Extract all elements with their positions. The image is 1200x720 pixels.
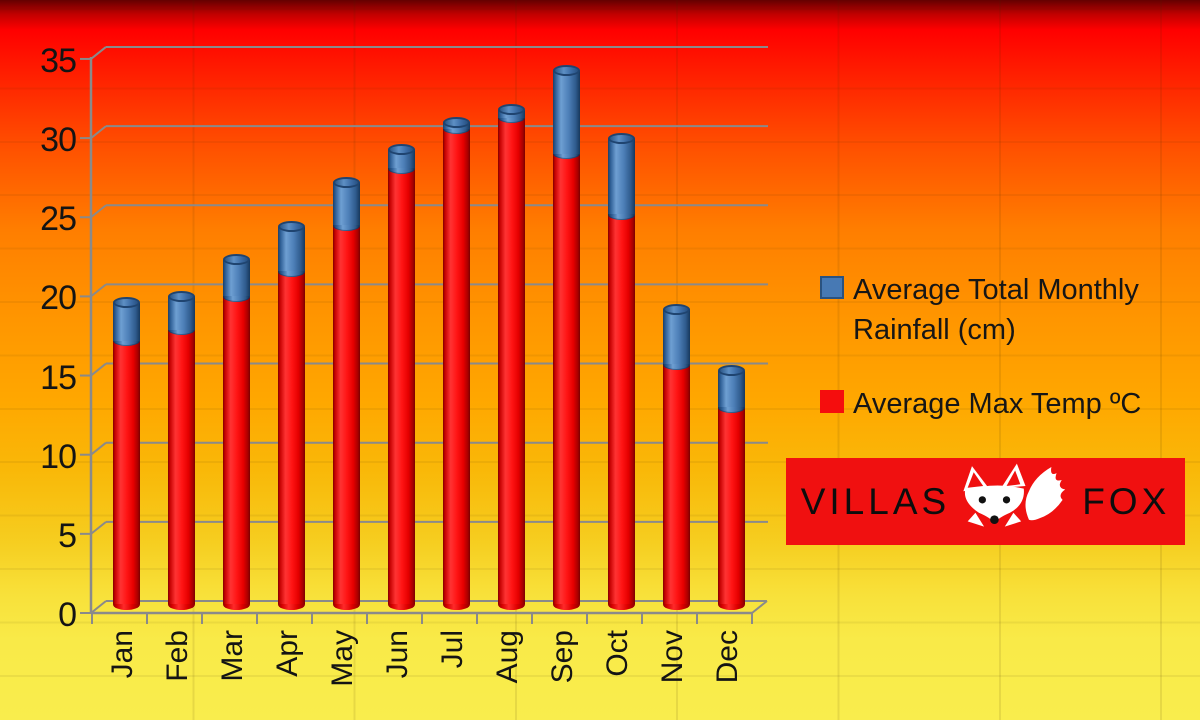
bar-dec-rain-segment [718,370,745,408]
logo-fox-text: FOX [1082,480,1171,522]
bar-oct-temp-segment [608,214,635,604]
x-tick-label-oct: Oct [600,630,634,677]
bar-mar-rain-segment [223,259,250,297]
x-tick-label-dec: Dec [710,630,744,684]
bar-may-base-cap [333,598,360,610]
bar-may-rain-segment [333,182,360,226]
bar-jan-base-cap [113,598,140,610]
temp-swatch-icon [820,390,844,413]
x-tick-label-jul: Jul [435,630,469,669]
bar-mar-rain-top-cap [223,254,250,266]
bar-feb-rain-segment [168,296,195,330]
fox-icon [952,461,1080,543]
bar-sep-base-cap [553,598,580,610]
bar-oct-rain-segment [608,138,635,215]
x-tick-label-apr: Apr [270,630,304,677]
bar-sep-temp-segment [553,153,580,604]
bar-jun-base-cap [388,598,415,610]
bar-apr-temp-segment [278,271,305,604]
bar-oct [608,0,635,720]
bar-dec-temp-segment [718,407,745,604]
x-tick-label-may: May [325,630,359,687]
y-tick-label-0: 0 [58,596,77,634]
x-tick-label-jan: Jan [105,630,139,679]
legend-temp-line1: Average Max Temp ºC [853,388,1142,420]
bar-sep-rain-segment [553,70,580,154]
bar-apr-base-cap [278,598,305,610]
bar-dec [718,0,745,720]
legend-rainfall-line1: Average Total Monthly [853,274,1139,306]
bar-jul-rain-top-cap [443,116,470,128]
y-tick-label-5: 5 [58,516,77,555]
bar-dec-base-cap [718,598,745,610]
bar-dec-rain-top-cap [718,365,745,377]
y-tick-label-20: 20 [40,279,77,318]
bar-apr [278,0,305,720]
bar-oct-base-cap [608,598,635,610]
bar-jan [113,0,140,720]
bar-feb-temp-segment [168,329,195,604]
bar-jul [443,0,470,720]
bar-jul-temp-segment [443,128,470,604]
legend-label-temp: Average Max Temp ºC [853,384,1141,424]
y-tick-label-35: 35 [40,41,77,80]
y-tick-label-15: 15 [40,358,77,397]
bar-nov-base-cap [663,598,690,610]
bar-nov-rain-top-cap [663,303,690,315]
x-tick-label-mar: Mar [215,630,249,682]
bar-nov-rain-segment [663,309,690,365]
villas-fox-logo: VILLAS FOX [786,458,1185,545]
legend-item-rainfall: Average Total Monthly Rainfall (cm) [820,270,1192,350]
legend-rainfall-line2: Rainfall (cm) [853,314,1016,346]
bar-aug-temp-segment [498,117,525,604]
bar-jun-temp-segment [388,168,415,604]
bar-jul-base-cap [443,598,470,610]
logo-villas-text: VILLAS [800,480,951,522]
bar-may [333,0,360,720]
bar-jan-rain-top-cap [113,297,140,309]
bar-mar [223,0,250,720]
bar-feb-rain-top-cap [168,290,195,302]
legend-item-temp: Average Max Temp ºC [820,384,1192,424]
bar-nov-temp-segment [663,364,690,604]
x-tick-label-sep: Sep [545,630,579,684]
bar-aug [498,0,525,720]
bar-oct-rain-top-cap [608,132,635,144]
bar-sep [553,0,580,720]
x-tick-label-nov: Nov [655,630,689,684]
bar-may-rain-top-cap [333,176,360,188]
y-tick-label-30: 30 [40,121,77,160]
x-tick-label-jun: Jun [380,630,414,679]
bar-sep-rain-top-cap [553,64,580,76]
bar-feb-base-cap [168,598,195,610]
rainfall-swatch-icon [820,276,844,299]
bar-jun [388,0,415,720]
y-tick-label-10: 10 [40,437,77,476]
chart-legend: Average Total Monthly Rainfall (cm) Aver… [820,270,1192,458]
bar-may-temp-segment [333,225,360,604]
bar-jun-rain-top-cap [388,143,415,155]
bar-mar-temp-segment [223,296,250,604]
bar-mar-base-cap [223,598,250,610]
bar-feb [168,0,195,720]
bar-apr-rain-top-cap [278,221,305,233]
legend-label-rainfall: Average Total Monthly Rainfall (cm) [853,270,1139,350]
bar-aug-rain-top-cap [498,104,525,116]
bar-aug-base-cap [498,598,525,610]
bar-jan-rain-segment [113,302,140,341]
bar-apr-rain-segment [278,226,305,272]
bar-nov [663,0,690,720]
bar-jan-temp-segment [113,340,140,604]
x-tick-label-feb: Feb [160,630,194,682]
y-tick-label-25: 25 [40,200,77,239]
x-tick-label-aug: Aug [490,630,524,684]
